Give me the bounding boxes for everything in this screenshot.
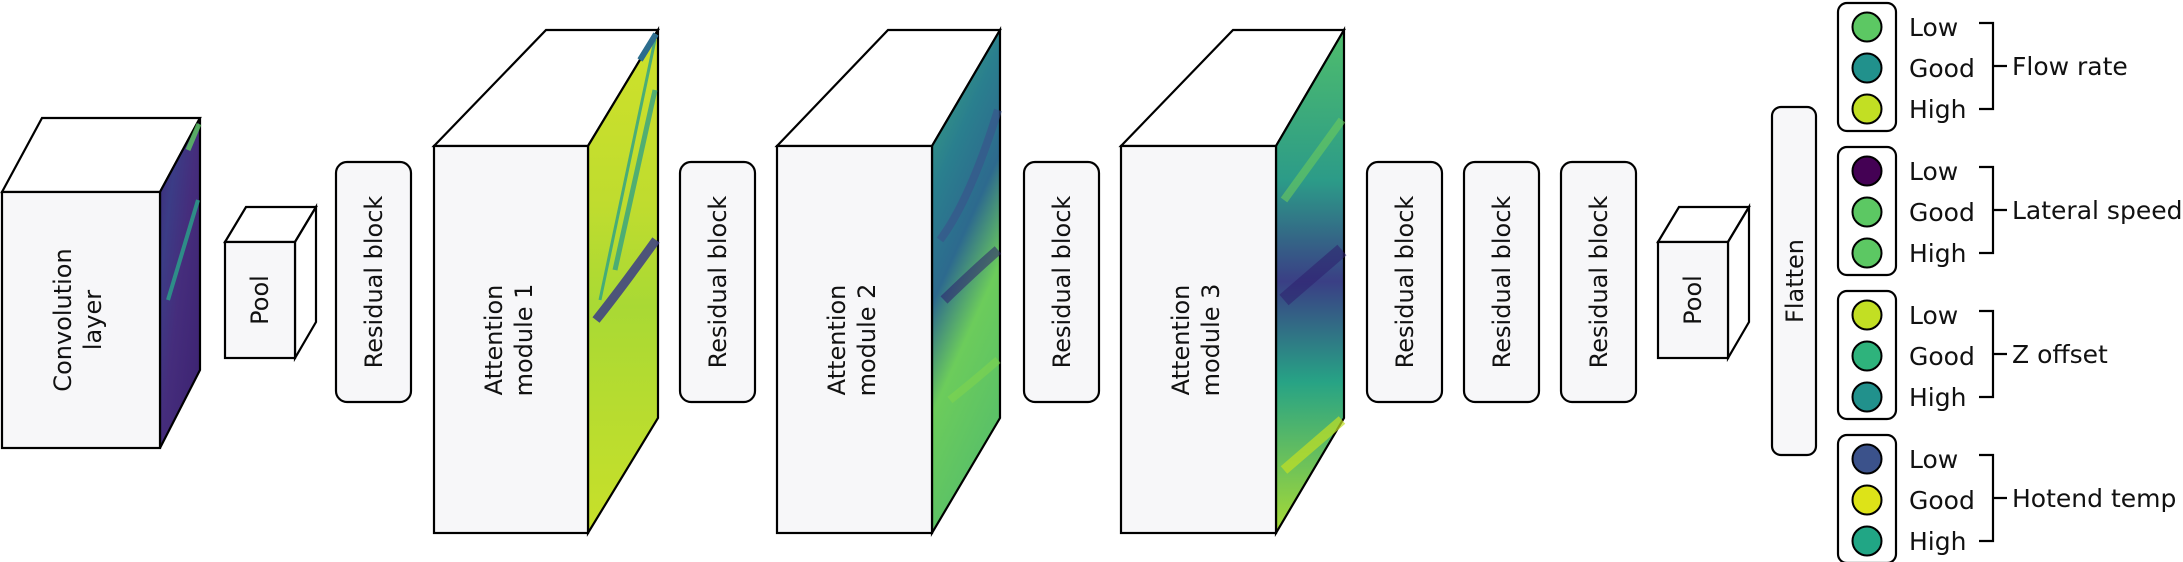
residual-block-6: Residual block bbox=[1559, 160, 1638, 404]
output-head-4: Low Good High Hotend temp bbox=[1836, 433, 2176, 562]
conv-label-line1: Convolution bbox=[49, 248, 77, 391]
attention-2-label-line2: module 2 bbox=[853, 284, 881, 397]
group-bracket bbox=[1979, 21, 2007, 111]
class-indicator-dot bbox=[1851, 484, 1883, 516]
pool-1-label: Pool bbox=[246, 275, 274, 325]
output-head-name: Lateral speed bbox=[2012, 196, 2182, 225]
class-indicator-dot bbox=[1851, 11, 1883, 43]
attention-1-label-line2: module 1 bbox=[510, 284, 538, 397]
flatten-layer: Flatten bbox=[1770, 105, 1818, 457]
class-indicator-dot bbox=[1851, 381, 1883, 413]
group-bracket bbox=[1979, 165, 2007, 255]
class-indicator-dot bbox=[1851, 155, 1883, 187]
class-label: Low bbox=[1909, 301, 1958, 330]
pool-2-label: Pool bbox=[1679, 275, 1707, 325]
class-indicator-dot bbox=[1851, 237, 1883, 269]
residual-block-2: Residual block bbox=[678, 160, 757, 404]
residual-block-5: Residual block bbox=[1462, 160, 1541, 404]
attention-1-label-line1: Attention bbox=[480, 285, 508, 396]
class-label: Good bbox=[1909, 486, 1975, 515]
class-indicator-dot bbox=[1851, 93, 1883, 125]
residual-block-3-label: Residual block bbox=[1048, 196, 1076, 369]
class-indicator-dot bbox=[1851, 196, 1883, 228]
residual-block-1: Residual block bbox=[334, 160, 413, 404]
pool-1: Pool bbox=[223, 203, 318, 363]
class-indicator-dot bbox=[1851, 443, 1883, 475]
class-label: High bbox=[1909, 95, 1966, 124]
group-bracket bbox=[1979, 453, 2007, 543]
output-head-name: Z offset bbox=[2012, 340, 2108, 369]
group-bracket bbox=[1979, 309, 2007, 399]
class-label: High bbox=[1909, 383, 1966, 412]
residual-block-1-label: Residual block bbox=[360, 196, 388, 369]
class-indicator-dot bbox=[1851, 299, 1883, 331]
residual-block-3: Residual block bbox=[1022, 160, 1101, 404]
class-indicator-dot bbox=[1851, 525, 1883, 557]
class-label: High bbox=[1909, 527, 1966, 556]
output-head-3: Low Good High Z offset bbox=[1836, 289, 2108, 421]
flatten-label: Flatten bbox=[1781, 239, 1809, 323]
conv-layer: Convolution layer bbox=[0, 116, 202, 450]
attention-3-label-line2: module 3 bbox=[1197, 284, 1225, 397]
residual-block-6-label: Residual block bbox=[1585, 196, 1613, 369]
output-head-1: Low Good High Flow rate bbox=[1836, 1, 2128, 133]
attention-module-3: Attention module 3 bbox=[1118, 25, 1347, 538]
output-head-name: Flow rate bbox=[2012, 52, 2128, 81]
class-label: Low bbox=[1909, 445, 1958, 474]
residual-block-2-label: Residual block bbox=[704, 196, 732, 369]
residual-block-4: Residual block bbox=[1365, 160, 1444, 404]
class-label: Low bbox=[1909, 157, 1958, 186]
class-label: Low bbox=[1909, 13, 1958, 42]
attention-module-1: Attention module 1 bbox=[431, 26, 660, 537]
attention-3-label-line1: Attention bbox=[1167, 285, 1195, 396]
output-head-2: Low Good High Lateral speed bbox=[1836, 145, 2182, 277]
class-label: Good bbox=[1909, 198, 1975, 227]
class-label: Good bbox=[1909, 342, 1975, 371]
class-label: Good bbox=[1909, 54, 1975, 83]
conv-label-line2: layer bbox=[79, 290, 107, 350]
output-head-name: Hotend temp bbox=[2012, 484, 2176, 513]
class-indicator-dot bbox=[1851, 52, 1883, 84]
residual-block-5-label: Residual block bbox=[1488, 196, 1516, 369]
pool-2: Pool bbox=[1656, 203, 1751, 363]
class-indicator-dot bbox=[1851, 340, 1883, 372]
output-heads: Low Good High Flow rate Low Good High Lateral s… bbox=[1836, 1, 2182, 562]
attention-module-2: Attention module 2 bbox=[774, 25, 1002, 538]
class-label: High bbox=[1909, 239, 1966, 268]
residual-block-4-label: Residual block bbox=[1391, 196, 1419, 369]
attention-2-label-line1: Attention bbox=[823, 285, 851, 396]
